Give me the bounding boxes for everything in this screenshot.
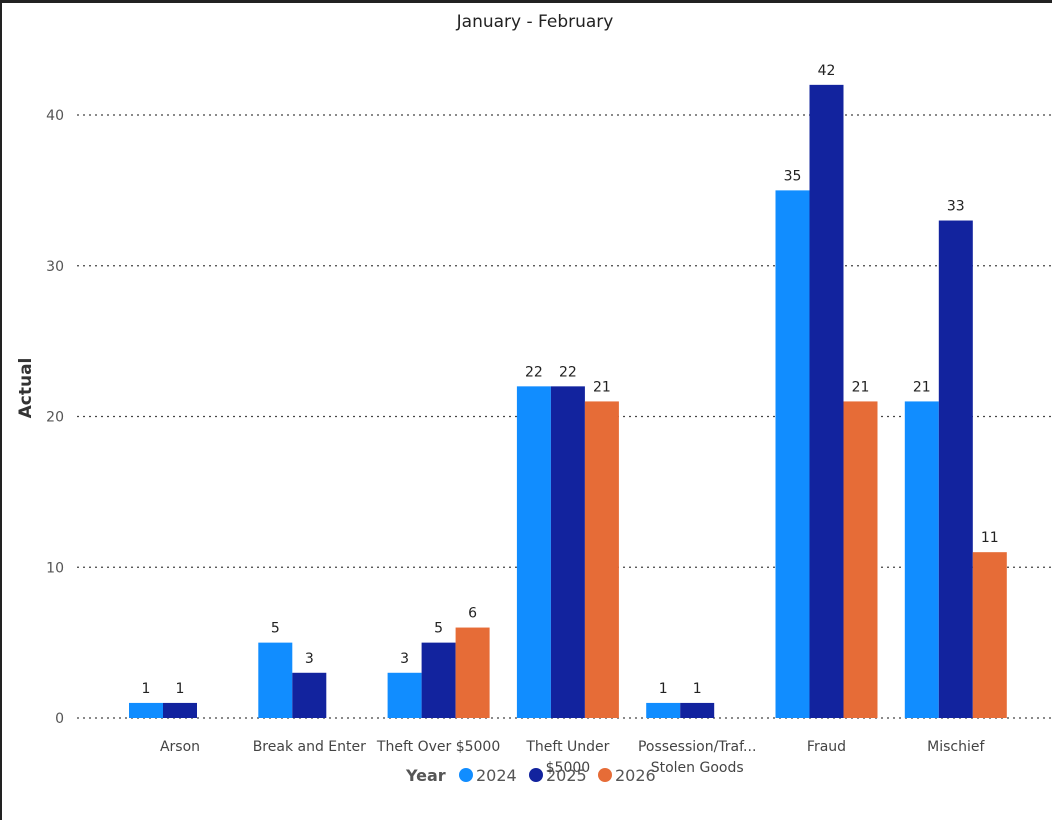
data-label: 35 <box>784 168 802 184</box>
data-label: 1 <box>142 681 151 697</box>
x-tick-label: Break and Enter <box>253 739 366 755</box>
bar-2025[interactable] <box>809 84 844 719</box>
data-label: 1 <box>176 681 185 697</box>
data-label: 3 <box>305 651 314 667</box>
data-label: 42 <box>818 63 836 79</box>
bar-2025[interactable] <box>938 220 973 718</box>
legend-label-2026[interactable]: 2026 <box>615 766 656 785</box>
bar-2024[interactable] <box>775 190 810 718</box>
bar-2025[interactable] <box>292 672 327 718</box>
bar-2026[interactable] <box>972 552 1007 718</box>
x-tick-label: Possession/Traf... <box>638 739 756 755</box>
legend-marker-2025 <box>529 768 543 782</box>
y-tick-label: 40 <box>46 108 64 124</box>
bar-2026[interactable] <box>843 401 878 718</box>
data-label: 6 <box>468 606 477 622</box>
data-label: 22 <box>525 364 543 380</box>
data-label: 21 <box>593 379 611 395</box>
legend-title: Year <box>405 766 446 785</box>
x-tick-label: Arson <box>160 739 200 755</box>
x-tick-label: Theft Under <box>525 739 609 755</box>
y-tick-label: 10 <box>46 560 64 576</box>
bars <box>129 84 1007 719</box>
bar-2024[interactable] <box>904 401 939 718</box>
data-label: 1 <box>659 681 668 697</box>
bar-2025[interactable] <box>163 702 197 718</box>
legend-marker-2024 <box>459 768 473 782</box>
data-label: 5 <box>271 621 280 637</box>
legend: Year 2024 2025 2026 <box>405 766 656 785</box>
bar-2024[interactable] <box>387 672 422 718</box>
y-tick-label: 0 <box>55 711 64 727</box>
x-tick-label: Fraud <box>807 739 846 755</box>
x-axis-ticks: Arson Break and Enter Theft Over $5000 Thef… <box>160 739 986 776</box>
bar-2024[interactable] <box>258 642 293 718</box>
legend-label-2024[interactable]: 2024 <box>476 766 517 785</box>
x-tick-label: Theft Over $5000 <box>376 739 500 755</box>
bar-2024[interactable] <box>129 702 163 718</box>
y-tick-label: 30 <box>46 259 64 275</box>
data-label: 21 <box>852 379 870 395</box>
bar-2025[interactable] <box>680 702 715 718</box>
data-label: 5 <box>434 621 443 637</box>
data-label: 33 <box>947 199 965 215</box>
chart-title: January - February <box>456 12 614 32</box>
y-axis-label: Actual <box>16 358 36 419</box>
x-tick-label: $5000 <box>546 760 591 776</box>
x-tick-label: Stolen Goods <box>651 760 744 776</box>
legend-marker-2026 <box>598 768 612 782</box>
data-label: 3 <box>400 651 409 667</box>
y-tick-label: 20 <box>46 410 64 426</box>
data-label: 21 <box>913 379 931 395</box>
bar-2024[interactable] <box>516 386 551 718</box>
bar-2026[interactable] <box>584 401 619 718</box>
bar-2025[interactable] <box>421 642 456 718</box>
data-label: 1 <box>693 681 702 697</box>
legend-label-2025[interactable]: 2025 <box>546 766 587 785</box>
bar-2025[interactable] <box>550 386 585 718</box>
x-tick-label: Mischief <box>927 739 985 755</box>
bar-2026[interactable] <box>455 627 490 718</box>
bar-2024[interactable] <box>646 702 681 718</box>
y-axis-ticks: 0 10 20 30 40 <box>46 108 64 727</box>
data-label: 22 <box>559 364 577 380</box>
data-label: 11 <box>981 530 999 546</box>
gridlines <box>77 114 1052 719</box>
